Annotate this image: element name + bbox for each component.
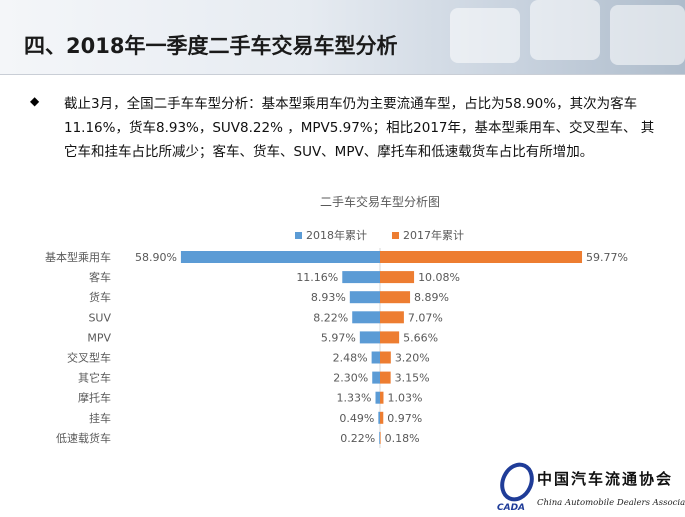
category-label: 基本型乘用车 bbox=[45, 250, 111, 264]
butterfly-bar-chart: 二手车交易车型分析图 2018年累计 2017年累计 基本型乘用车 58.90% 5… bbox=[45, 194, 628, 448]
bar-2018 bbox=[378, 411, 380, 424]
bar-2018 bbox=[352, 311, 380, 324]
data-label-2018: 1.33% bbox=[337, 392, 372, 405]
bar-2018 bbox=[372, 371, 380, 384]
category-label: MPV bbox=[87, 331, 111, 344]
divider bbox=[0, 74, 685, 75]
legend-swatch-2017 bbox=[392, 232, 399, 239]
category-label: SUV bbox=[88, 311, 111, 324]
data-label-2017: 5.66% bbox=[403, 331, 438, 344]
bar-2017 bbox=[380, 271, 415, 284]
cada-logo: CADA 中国汽车流通协会 China Automobile Dealers A… bbox=[495, 460, 685, 513]
data-label-2017: 0.97% bbox=[387, 412, 422, 425]
category-label: 摩托车 bbox=[78, 391, 111, 405]
bar-2018 bbox=[359, 331, 380, 344]
data-label-2018: 11.16% bbox=[296, 271, 338, 284]
bar-2018 bbox=[375, 391, 380, 404]
legend-label-2017: 2017年累计 bbox=[403, 228, 464, 242]
category-label: 其它车 bbox=[78, 371, 111, 385]
header-banner bbox=[0, 0, 685, 74]
bar-2017 bbox=[380, 351, 391, 364]
category-label: 交叉型车 bbox=[67, 351, 111, 365]
legend: 2018年累计 2017年累计 bbox=[295, 228, 464, 242]
bar-2017 bbox=[380, 251, 583, 263]
legend-label-2018: 2018年累计 bbox=[306, 228, 367, 242]
svg-text:CADA: CADA bbox=[497, 503, 525, 513]
bar-2017 bbox=[380, 411, 384, 424]
data-label-2018: 2.30% bbox=[333, 372, 368, 385]
bar-2017 bbox=[380, 331, 400, 344]
bar-2018 bbox=[180, 251, 380, 263]
page-title: 四、2018年一季度二手车交易车型分析 bbox=[24, 34, 398, 58]
summary-paragraph: 截止3月，全国二手车车型分析：基本型乘用车仍为主要流通车型，占比为58.90%，… bbox=[64, 96, 655, 160]
data-label-2017: 3.15% bbox=[395, 372, 430, 385]
svg-text:China Automobile Dealers Assoc: China Automobile Dealers Association bbox=[537, 498, 685, 508]
bar-2018 bbox=[349, 291, 380, 304]
diamond-bullet-icon: ◆ bbox=[30, 94, 40, 108]
data-label-2018: 0.49% bbox=[339, 412, 374, 425]
category-label: 客车 bbox=[89, 270, 111, 284]
data-label-2017: 59.77% bbox=[586, 251, 628, 264]
data-label-2017: 0.18% bbox=[385, 432, 420, 445]
legend-swatch-2018 bbox=[295, 232, 302, 239]
data-label-2018: 58.90% bbox=[135, 251, 177, 264]
data-label-2018: 5.97% bbox=[321, 331, 356, 344]
chart-title: 二手车交易车型分析图 bbox=[320, 194, 440, 209]
bar-2018 bbox=[342, 271, 380, 284]
data-label-2018: 8.93% bbox=[311, 291, 346, 304]
category-label: 货车 bbox=[89, 290, 111, 304]
data-label-2018: 8.22% bbox=[313, 311, 348, 324]
summary-text: 截止3月，全国二手车车型分析：基本型乘用车仍为主要流通车型，占比为58.90%，… bbox=[34, 92, 664, 164]
bar-2017 bbox=[380, 371, 391, 384]
bar-2017 bbox=[380, 391, 384, 404]
data-label-2017: 7.07% bbox=[408, 311, 443, 324]
bar-2017 bbox=[380, 431, 381, 444]
data-label-2017: 3.20% bbox=[395, 352, 430, 365]
data-label-2017: 1.03% bbox=[387, 392, 422, 405]
category-label: 挂车 bbox=[89, 411, 111, 425]
data-label-2018: 2.48% bbox=[333, 352, 368, 365]
data-label-2017: 8.89% bbox=[414, 291, 449, 304]
svg-text:中国汽车流通协会: 中国汽车流通协会 bbox=[537, 470, 673, 488]
bar-2017 bbox=[380, 311, 404, 324]
data-label-2018: 0.22% bbox=[340, 432, 375, 445]
bar-2017 bbox=[380, 291, 411, 304]
data-label-2017: 10.08% bbox=[418, 271, 460, 284]
category-label: 低速载货车 bbox=[56, 431, 111, 445]
bar-2018 bbox=[371, 351, 380, 364]
bar-2018 bbox=[379, 431, 380, 444]
